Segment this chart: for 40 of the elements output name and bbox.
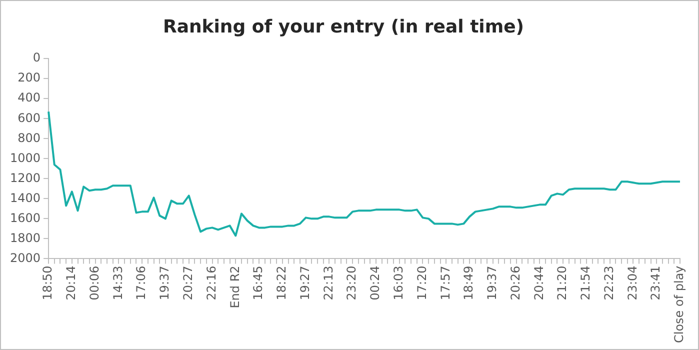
x-tick-label: 19:37 [485, 266, 500, 300]
y-tick-label: 1800 [10, 230, 41, 245]
x-tick-label: 23:41 [648, 266, 663, 300]
x-tick-label: 00:06 [87, 266, 102, 300]
x-tick-label: 00:24 [368, 266, 382, 300]
x-tick-label: 23:04 [625, 266, 640, 300]
x-tick-label: 18:22 [274, 266, 289, 300]
x-tick-label: 23:20 [344, 266, 359, 300]
x-tick-label: 17:20 [414, 266, 429, 300]
x-tick-label: 17:57 [438, 266, 452, 300]
x-tick-label: 20:14 [64, 266, 78, 300]
y-tick-label: 200 [18, 70, 41, 85]
y-tick-label: 1000 [10, 150, 41, 165]
x-tick-label: 18:49 [462, 266, 476, 300]
x-tick-label: 22:16 [204, 266, 218, 300]
chart-title: Ranking of your entry (in real time) [162, 16, 524, 38]
x-tick-label: 20:27 [180, 266, 195, 300]
y-tick-label: 400 [18, 90, 41, 105]
x-tick-label: 19:27 [298, 266, 312, 300]
y-tick-label: 600 [18, 110, 41, 125]
y-tick-label: 800 [18, 130, 41, 145]
x-tick-label: 17:06 [134, 266, 148, 300]
y-tick-label: 1400 [10, 190, 41, 205]
y-tick-label: 1200 [10, 170, 41, 185]
x-tick-label: 19:37 [158, 266, 172, 300]
y-tick-label: 2000 [10, 250, 41, 265]
x-tick-label: 22:13 [321, 266, 336, 300]
x-tick-label: 22:23 [602, 266, 616, 300]
x-tick-label: 21:20 [555, 266, 570, 300]
x-tick-label: 20:26 [508, 266, 522, 300]
x-tick-label: 16:45 [251, 266, 266, 300]
x-tick-label: 20:44 [532, 266, 546, 300]
y-tick-label: 1600 [10, 210, 41, 225]
x-tick-label: Close of play [672, 266, 686, 344]
x-tick-label: 18:50 [40, 266, 55, 300]
x-tick-label: End R2 [228, 266, 242, 308]
y-tick-label: 0 [32, 50, 41, 65]
x-tick-label: 14:33 [110, 266, 125, 300]
x-tick-label: 21:54 [578, 266, 593, 300]
x-tick-label: 16:03 [391, 266, 406, 300]
